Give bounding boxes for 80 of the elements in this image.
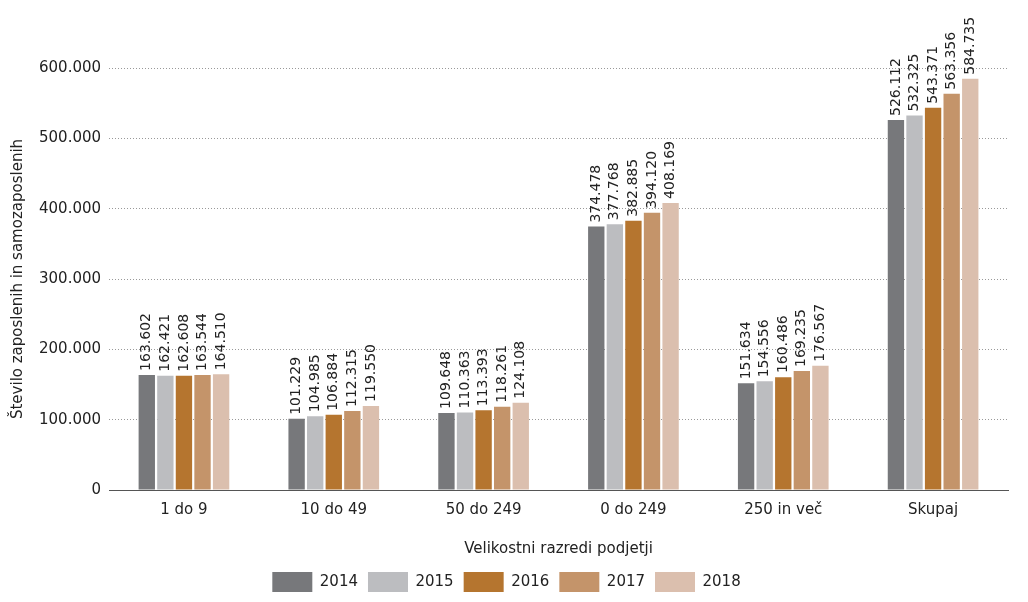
y-tick-label: 0 — [91, 479, 102, 498]
bar — [194, 374, 211, 490]
bar — [212, 374, 230, 490]
data-label: 163.602 — [137, 313, 154, 371]
x-tick-label: Skupaj — [908, 499, 959, 518]
data-label: 162.608 — [174, 313, 191, 372]
bar — [643, 212, 661, 490]
legend-label: 2017 — [606, 571, 646, 590]
bar — [943, 93, 960, 490]
x-tick-label: 250 in več — [744, 499, 823, 518]
data-label: 543.371 — [923, 45, 940, 104]
legend-label: 2015 — [415, 571, 454, 590]
bar — [606, 224, 624, 490]
bar — [325, 414, 342, 490]
legend-label: 2014 — [319, 571, 358, 590]
y-tick-label: 400.000 — [39, 198, 102, 217]
bar — [512, 402, 529, 490]
data-label: 154.556 — [755, 319, 772, 378]
data-label: 118.261 — [492, 344, 509, 403]
bar — [288, 418, 305, 490]
data-label: 563.356 — [942, 31, 959, 90]
data-label: 110.363 — [455, 350, 472, 409]
y-tick-label: 500.000 — [39, 128, 102, 147]
data-label: 160.486 — [773, 315, 790, 374]
data-label: 124.108 — [511, 340, 528, 399]
bar — [362, 405, 380, 490]
y-tick-label: 100.000 — [39, 409, 102, 428]
bar — [887, 119, 905, 490]
bar — [756, 381, 773, 490]
bar — [775, 377, 792, 490]
x-tick-label: 1 do 9 — [160, 499, 208, 518]
bar — [157, 375, 174, 490]
bar — [924, 107, 942, 490]
data-label: 377.768 — [605, 162, 622, 221]
data-label: 101.229 — [287, 356, 304, 415]
bar — [138, 374, 155, 490]
bar — [662, 202, 679, 490]
bar — [962, 78, 979, 490]
data-label: 532.325 — [905, 53, 922, 112]
data-label: 584.735 — [960, 16, 977, 75]
legend-label: 2018 — [702, 571, 741, 590]
legend-label: 2016 — [511, 571, 550, 590]
bar — [793, 370, 811, 490]
x-axis-title: Velikostni razredi podjetji — [464, 538, 653, 557]
x-tick-label: 50 do 249 — [445, 499, 522, 518]
bar — [737, 383, 755, 490]
bar — [344, 411, 361, 490]
data-label: 151.634 — [736, 321, 753, 380]
data-label: 106.884 — [324, 352, 341, 411]
x-tick-label: 10 do 49 — [300, 499, 367, 518]
y-tick-label: 200.000 — [39, 339, 102, 358]
data-label: 374.478 — [586, 164, 603, 223]
bar — [906, 115, 923, 490]
bar — [307, 416, 324, 490]
data-label: 113.393 — [474, 348, 491, 407]
bar — [588, 226, 605, 490]
y-tick-label: 300.000 — [39, 268, 102, 287]
data-label: 526.112 — [886, 58, 903, 116]
data-label: 162.421 — [156, 313, 172, 372]
x-tick-label: 0 do 249 — [600, 499, 667, 518]
bar — [475, 410, 492, 490]
data-label: 109.648 — [437, 350, 454, 409]
bar — [456, 412, 474, 490]
data-label: 408.169 — [661, 141, 678, 199]
bar — [812, 365, 829, 490]
data-label: 169.235 — [792, 309, 809, 367]
data-label: 164.510 — [211, 312, 228, 371]
y-axis-title: Število zaposlenih in samozaposlenih — [6, 138, 26, 420]
bar — [494, 406, 511, 490]
data-label: 394.120 — [642, 150, 659, 209]
y-tick-label: 600.000 — [39, 57, 102, 76]
data-label: 163.544 — [193, 312, 210, 371]
data-label: 104.985 — [305, 354, 322, 413]
data-label: 119.550 — [361, 344, 378, 402]
bar — [625, 220, 642, 490]
data-label: 176.567 — [811, 303, 828, 362]
data-label: 112.315 — [342, 349, 359, 408]
data-label: 382.885 — [624, 158, 641, 217]
bar — [175, 375, 193, 490]
bar — [438, 412, 455, 490]
